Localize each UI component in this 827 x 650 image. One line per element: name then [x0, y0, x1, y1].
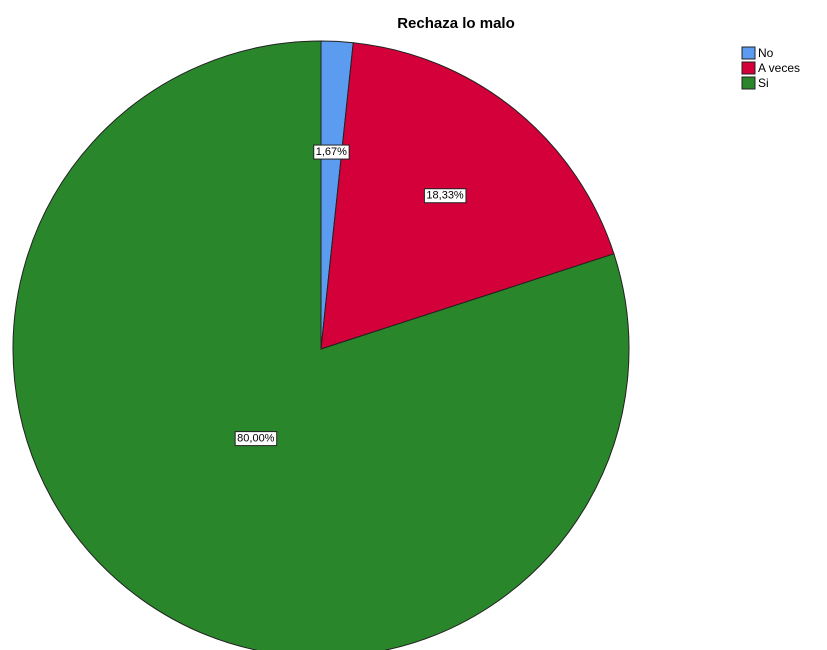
legend-label: No [758, 46, 774, 60]
data-label: 80,00% [237, 433, 275, 445]
legend-swatch [741, 46, 756, 60]
pie-slice [320, 42, 615, 350]
legend-swatch [741, 76, 756, 90]
legend-swatch [741, 61, 756, 75]
data-label-box [313, 144, 350, 160]
data-label: 18,33% [426, 190, 464, 202]
pie-slice [12, 40, 630, 650]
legend-label: A veces [758, 61, 800, 75]
chart-title: Rechaza lo malo [397, 15, 515, 32]
legend-label: Si [758, 76, 769, 90]
data-label-box [423, 188, 467, 204]
data-label: 1,67% [316, 146, 347, 158]
data-label-box [234, 431, 278, 447]
